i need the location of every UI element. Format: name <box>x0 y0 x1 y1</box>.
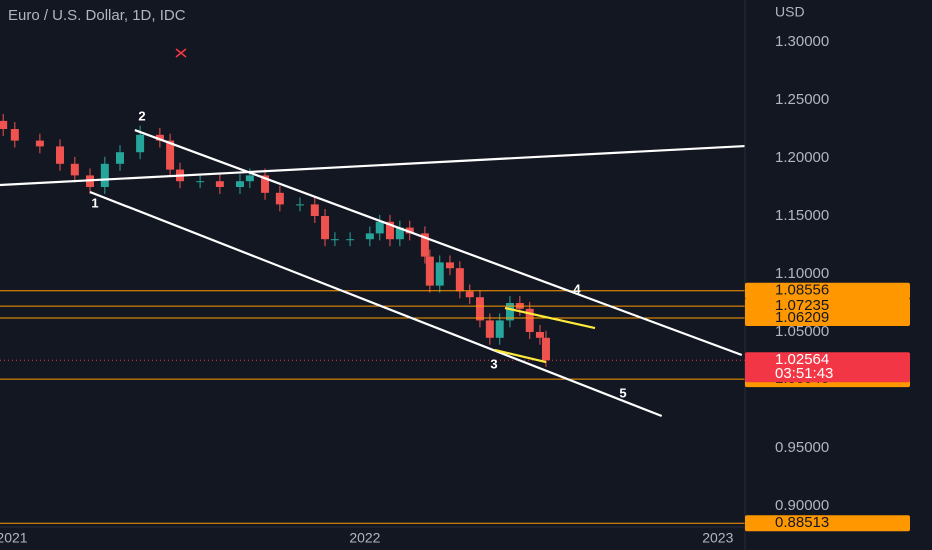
candle-body <box>275 192 284 205</box>
level-label: 1.06209 <box>775 309 829 326</box>
level-label: 0.88513 <box>775 514 829 531</box>
candle-body <box>495 320 504 338</box>
chart-title: Euro / U.S. Dollar, 1D, IDC <box>8 7 186 24</box>
wave-label: 3 <box>490 356 497 371</box>
candle-body <box>155 134 164 141</box>
candle-body <box>35 140 44 147</box>
candle-body <box>215 181 224 188</box>
candle-body <box>10 129 19 141</box>
trend-line <box>494 348 547 364</box>
y-tick-label: 1.20000 <box>775 149 829 166</box>
wave-label: 5 <box>619 385 626 400</box>
x-tick-label: 2022 <box>349 530 380 546</box>
plot-area <box>0 113 745 524</box>
y-tick-label: 1.10000 <box>775 265 829 282</box>
wave-label: 4 <box>573 281 581 296</box>
level-tag <box>745 515 910 532</box>
candle-body <box>455 268 464 292</box>
close-icon[interactable] <box>175 48 187 58</box>
candle-body <box>505 303 514 321</box>
trend-line <box>134 129 743 357</box>
candle-body <box>70 163 79 176</box>
last-price-tag <box>745 352 910 383</box>
level-tag <box>745 309 910 326</box>
level-tag <box>745 282 910 299</box>
countdown-label: 03:51:43 <box>775 365 833 382</box>
candle-body <box>420 233 429 257</box>
candle-body <box>395 227 404 240</box>
level-label: 1.07235 <box>775 297 829 314</box>
candle-body <box>235 181 244 188</box>
candle-body <box>541 337 550 361</box>
candle-body <box>445 262 454 269</box>
wave-label: 1 <box>91 195 98 210</box>
candle-body <box>465 291 474 298</box>
candle-body <box>321 216 330 240</box>
candle-body <box>136 134 145 153</box>
candle-body <box>55 146 64 164</box>
trend-line <box>89 190 663 418</box>
candle-body <box>485 320 494 338</box>
candle-body <box>425 256 434 286</box>
candle-body <box>295 204 304 206</box>
candle-body <box>435 262 444 286</box>
x-tick-label: 2021 <box>0 530 28 546</box>
y-tick-label: 1.05000 <box>775 323 829 340</box>
price-scale <box>745 0 932 550</box>
y-axis-label: USD <box>775 4 805 20</box>
candle-body <box>330 239 339 241</box>
last-price-label: 1.02564 <box>775 351 829 368</box>
candle-body <box>475 297 484 321</box>
candle-body <box>100 163 109 188</box>
candle-body <box>385 221 394 240</box>
candle-body <box>0 120 8 130</box>
candle-body <box>310 204 319 217</box>
y-tick-label: 1.25000 <box>775 91 829 108</box>
candle-body <box>365 233 374 240</box>
candle-body <box>525 308 534 333</box>
wave-label: 2 <box>138 108 145 123</box>
candle-body <box>166 140 175 170</box>
candle-body <box>245 175 254 182</box>
candle-body <box>375 221 384 234</box>
candle-body <box>535 332 544 338</box>
candle-body <box>115 152 124 164</box>
y-tick-label: 1.30000 <box>775 33 829 50</box>
candle-body <box>196 181 205 183</box>
x-tick-label: 2023 <box>702 530 733 546</box>
candle-body <box>346 239 355 241</box>
y-tick-label: 0.95000 <box>775 439 829 456</box>
level-label: 1.08556 <box>775 282 829 299</box>
candle-body <box>261 175 270 193</box>
y-tick-label: 1.15000 <box>775 207 829 224</box>
trend-line <box>0 144 745 187</box>
trend-line <box>504 306 596 330</box>
candle-body <box>405 227 414 234</box>
y-tick-label: 0.90000 <box>775 497 829 514</box>
